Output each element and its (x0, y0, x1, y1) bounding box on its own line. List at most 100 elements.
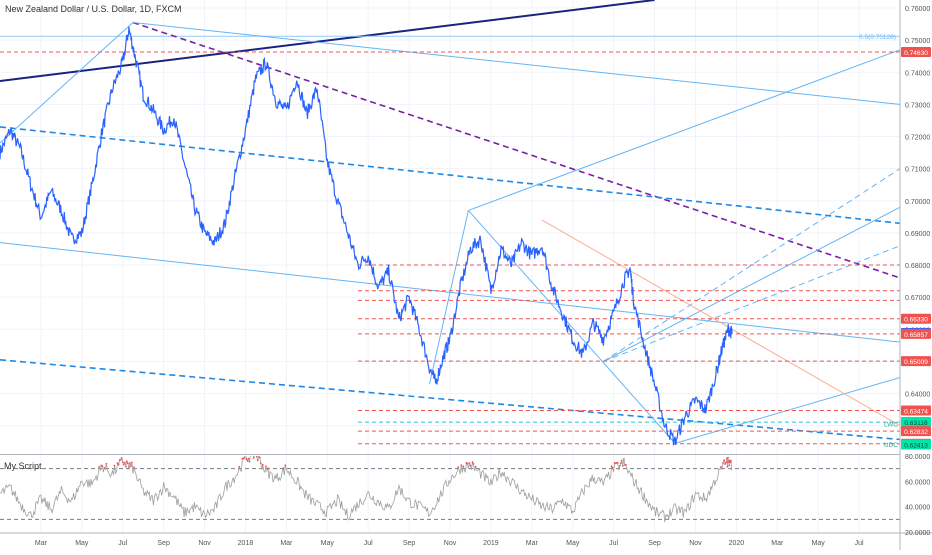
x-tick-label: Jul (364, 540, 373, 547)
indicator-overbought-point (246, 460, 249, 462)
price-label-bg (901, 47, 931, 58)
trendline[interactable] (132, 21, 900, 105)
price-label: 0.62413 (901, 439, 931, 450)
indicator-overbought-point (113, 464, 116, 467)
annotations: 0.5(0.75128) LWC UDC (859, 34, 898, 449)
x-tick-label: Mar (35, 540, 48, 547)
indicator-title: My Script (4, 461, 42, 471)
chart-title: New Zealand Dollar / U.S. Dollar, 1D, FX… (5, 4, 182, 14)
indicator-overbought-point (724, 463, 726, 465)
price-label-text: 0.62832 (904, 429, 928, 436)
x-tick-label: Nov (198, 540, 211, 547)
indicator-overbought-point (243, 457, 246, 459)
y-tick-label: 0.76000 (905, 6, 930, 13)
indicator-overbought-point (474, 465, 477, 468)
indicator-overbought-point (125, 460, 128, 463)
sub-y-tick-label: 60.0000 (905, 479, 930, 486)
trendline[interactable] (603, 168, 900, 362)
grid (0, 0, 901, 532)
x-tick-label: May (321, 540, 335, 547)
trendline[interactable] (0, 0, 655, 82)
indicator-panel (0, 449, 900, 523)
indicator-overbought-point (460, 464, 463, 467)
indicator-overbought-point (255, 452, 257, 454)
indicator-overbought-point (101, 465, 104, 467)
price-label: 0.63116 (901, 416, 931, 427)
x-tick-label: Mar (280, 540, 293, 547)
indicator-overbought-point (267, 467, 269, 470)
price-labels: 0.746300.663300.658840.658570.650090.634… (901, 47, 931, 450)
sub-y-tick-label: 40.0000 (905, 505, 930, 512)
indicator-overbought-point (471, 461, 474, 463)
trendline[interactable] (468, 49, 900, 211)
price-label: 0.65009 (901, 356, 931, 367)
indicator-overbought-point (265, 465, 267, 468)
indicator-overbought-point (131, 461, 133, 464)
x-tick-label: May (75, 540, 89, 547)
price-label-bg (901, 356, 931, 367)
indicator-overbought-point (251, 449, 253, 451)
trendline[interactable] (0, 126, 900, 225)
indicator-overbought-point (261, 463, 264, 466)
y-tick-label: 0.64000 (905, 392, 930, 399)
indicator-overbought-point (469, 464, 472, 467)
price-label-bg (901, 328, 931, 339)
y-tick-label: 0.70000 (905, 199, 930, 206)
y-tick-label: 0.69000 (905, 231, 930, 238)
indicator-overbought-point (457, 466, 460, 469)
chart-annotation: 0.5(0.75128) (859, 34, 896, 41)
trendline[interactable] (0, 22, 134, 144)
y-tick-label: 0.73000 (905, 102, 930, 109)
trendline[interactable] (541, 219, 900, 427)
indicator-overbought-point (119, 458, 122, 461)
indicator-overbought-point (730, 460, 732, 462)
indicator-overbought-point (105, 462, 108, 465)
price-label-bg (901, 405, 931, 416)
indicator-overbought-point (466, 462, 469, 465)
indicator-overbought-point (255, 456, 258, 458)
indicator-overbought-point (468, 462, 471, 464)
trendline[interactable] (0, 359, 900, 441)
indicator-overbought-point (621, 465, 624, 467)
price-line (0, 26, 733, 446)
x-tick-label: 2019 (483, 540, 499, 547)
indicator-overbought-point (256, 459, 259, 462)
indicator-overbought-point (122, 463, 125, 466)
x-tick-label: 2020 (729, 540, 745, 547)
indicator-overbought-point (619, 462, 622, 465)
x-tick-label: Jul (855, 540, 864, 547)
trendline[interactable] (603, 206, 900, 362)
x-tick-label: Jul (118, 540, 127, 547)
trendlines[interactable] (0, 0, 900, 444)
indicator-overbought-point (727, 456, 729, 459)
horizontal-levels[interactable] (0, 51, 900, 445)
y-tick-label: 0.67000 (905, 295, 930, 302)
price-label-text: 0.63116 (904, 420, 928, 427)
indicator-overbought-point (248, 460, 251, 463)
price-label-bg (901, 439, 931, 450)
indicator-overbought-point (120, 457, 123, 459)
indicator-overbought-point (238, 465, 241, 468)
trendline[interactable] (132, 21, 900, 279)
trendline[interactable] (468, 210, 676, 444)
indicator-overbought-point (618, 465, 621, 467)
price-label-bg (901, 416, 931, 427)
indicator-overbought-point (121, 461, 124, 463)
indicator-overbought-point (284, 464, 287, 467)
indicator-overbought-point (103, 467, 106, 469)
x-tick-label: May (566, 540, 580, 547)
price-label: 0.74630 (901, 47, 931, 58)
trendline[interactable] (429, 210, 469, 385)
price-label-text: 0.63474 (904, 408, 928, 415)
indicator-overbought-point (720, 466, 722, 468)
x-tick-label: Sep (157, 540, 170, 547)
x-tick-label: Sep (648, 540, 661, 547)
indicator-overbought-point (620, 459, 623, 462)
indicator-overbought-point (258, 456, 260, 457)
y-tick-label: 0.68000 (905, 263, 930, 270)
trendline[interactable] (603, 245, 900, 362)
indicator-overbought-point (247, 457, 250, 460)
